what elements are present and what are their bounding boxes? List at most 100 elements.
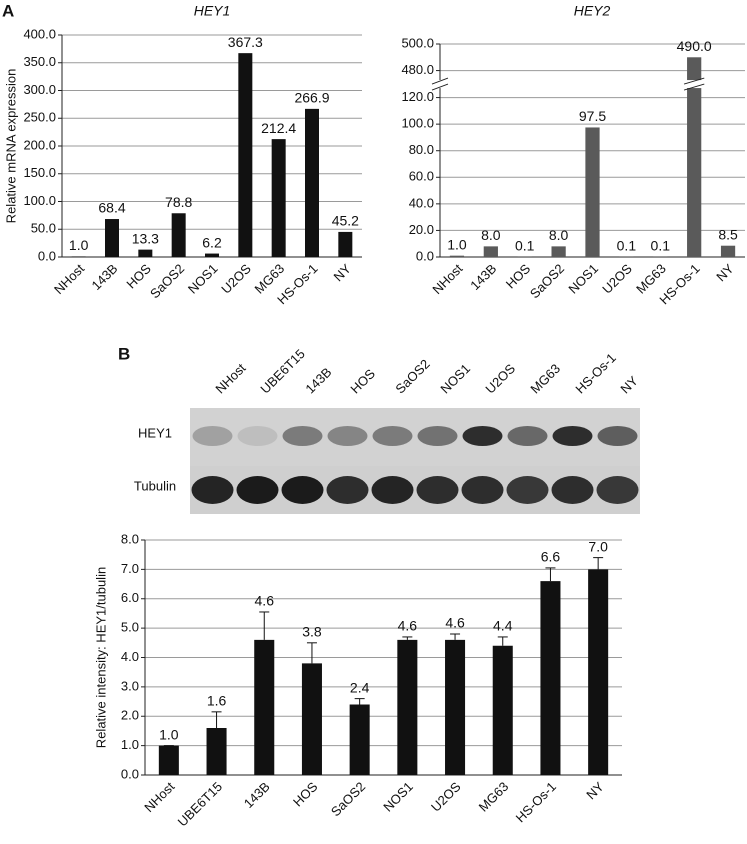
y-tick-label: 150.0 — [23, 165, 56, 180]
lane-label: UBE6T15 — [257, 346, 307, 396]
x-tick-label: 143B — [467, 261, 499, 293]
y-tick-label: 100.0 — [23, 193, 56, 208]
value-label: 367.3 — [228, 34, 263, 50]
value-label: 4.6 — [398, 618, 418, 634]
blot-band — [372, 426, 413, 446]
y-tick-label: 500.0 — [401, 35, 434, 50]
value-label: 1.0 — [447, 236, 467, 252]
blot-band — [552, 426, 593, 446]
bar — [158, 745, 179, 775]
blot-band — [192, 426, 233, 446]
x-tick-label: SaOS2 — [527, 261, 567, 301]
y-tick-label: 40.0 — [409, 195, 434, 210]
x-tick-label: NHost — [141, 779, 177, 815]
lane-label: NY — [617, 373, 641, 397]
y-tick-label: 350.0 — [23, 54, 56, 69]
bar — [305, 108, 319, 257]
bar — [483, 246, 498, 257]
blot-band — [281, 476, 324, 504]
y-tick-label: 100.0 — [401, 116, 434, 131]
value-label: 1.6 — [207, 693, 227, 709]
y-axis-label: Relative intensity: HEY1/tubulin — [93, 567, 108, 748]
value-label: 266.9 — [294, 90, 329, 106]
blot-band — [506, 476, 549, 504]
blot-band — [461, 476, 504, 504]
value-label: 0.1 — [651, 238, 671, 254]
value-label: 2.4 — [350, 679, 370, 695]
blot-band — [597, 426, 638, 446]
value-label: 68.4 — [98, 200, 125, 216]
x-tick-label: 143B — [88, 261, 120, 293]
bar — [720, 245, 736, 257]
y-tick-label: 0.0 — [416, 248, 434, 263]
x-tick-label: U2OS — [428, 779, 464, 815]
panel-label: B — [118, 344, 130, 363]
y-axis-label: Relative mRNA expression — [3, 69, 18, 224]
blot-band — [236, 476, 279, 504]
bar — [205, 253, 219, 257]
bar-break-mark — [683, 83, 705, 91]
bar — [540, 581, 561, 775]
bar — [301, 663, 322, 775]
value-label: 3.8 — [302, 624, 322, 640]
bar — [687, 57, 702, 258]
blot-band — [191, 476, 234, 504]
bar — [206, 728, 227, 775]
x-tick-label: SaOS2 — [147, 261, 187, 301]
value-label: 6.2 — [202, 234, 222, 250]
value-label: 8.0 — [481, 227, 501, 243]
value-label: 8.5 — [718, 226, 738, 242]
x-tick-label: NOS1 — [565, 261, 601, 297]
value-label: 45.2 — [332, 213, 359, 229]
y-tick-label: 400.0 — [23, 26, 56, 41]
x-tick-label: U2OS — [218, 261, 254, 297]
lane-label: HS-Os-1 — [572, 350, 618, 396]
y-tick-label: 80.0 — [409, 142, 434, 157]
value-label: 4.6 — [445, 615, 465, 631]
y-tick-label: 2.0 — [121, 708, 139, 723]
value-label: 1.0 — [159, 726, 179, 742]
value-label: 78.8 — [165, 194, 192, 210]
blot-band — [416, 476, 459, 504]
blot-band — [282, 426, 323, 446]
y-tick-label: 50.0 — [31, 221, 56, 236]
bar — [105, 219, 119, 257]
lane-label: NHost — [212, 360, 248, 396]
value-label: 0.1 — [617, 238, 637, 254]
bar — [449, 255, 465, 257]
bar — [397, 639, 418, 775]
x-tick-label: NY — [713, 261, 737, 285]
y-tick-label: 4.0 — [121, 649, 139, 664]
x-tick-label: MG63 — [476, 779, 512, 815]
value-label: 1.0 — [69, 237, 89, 253]
x-tick-label: NOS1 — [380, 779, 416, 815]
bar — [238, 53, 253, 257]
value-label: 6.6 — [541, 549, 561, 565]
x-tick-label: NOS1 — [185, 261, 221, 297]
x-tick-label: NY — [583, 779, 607, 803]
axis-break-mark — [431, 83, 449, 91]
y-tick-label: 3.0 — [121, 678, 139, 693]
y-tick-label: 480.0 — [401, 62, 434, 77]
bar — [138, 249, 153, 257]
lane-label: MG63 — [527, 361, 563, 397]
lane-label: 143B — [302, 364, 334, 396]
chart-title: HEY1 — [194, 3, 231, 19]
x-tick-label: HOS — [290, 779, 321, 810]
blot-band — [462, 426, 503, 446]
value-label: 7.0 — [588, 538, 608, 554]
lane-label: NOS1 — [437, 361, 473, 397]
bar-break-gap — [685, 80, 704, 89]
value-label: 490.0 — [677, 38, 712, 54]
bar — [171, 213, 186, 257]
blot-band — [551, 476, 594, 504]
blot-band — [326, 476, 369, 504]
y-tick-label: 1.0 — [121, 737, 139, 752]
blot-row-label: Tubulin — [134, 478, 176, 493]
chart-title: HEY2 — [574, 3, 611, 19]
value-label: 0.1 — [515, 238, 535, 254]
value-label: 97.5 — [579, 108, 606, 124]
y-tick-label: 250.0 — [23, 110, 56, 125]
value-label: 4.6 — [255, 593, 275, 609]
